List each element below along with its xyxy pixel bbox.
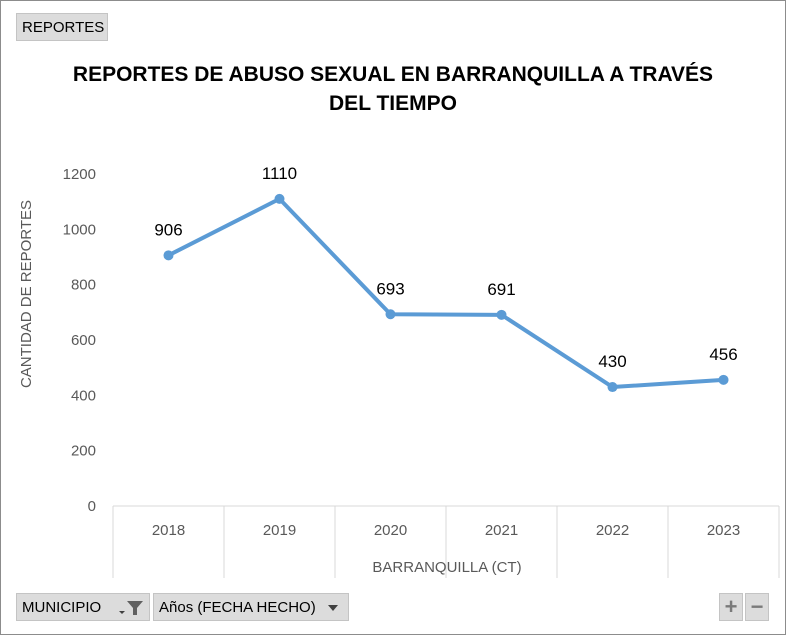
minus-icon: −: [750, 594, 764, 619]
data-point: [496, 309, 507, 320]
data-label: 691: [487, 280, 515, 299]
data-label: 1110: [262, 164, 297, 183]
reportes-field-label: REPORTES: [22, 18, 105, 36]
y-tick-label: 0: [88, 498, 96, 515]
chart-title-line-2: DEL TIEMPO: [329, 92, 457, 115]
expand-button[interactable]: +: [719, 593, 743, 621]
municipio-field-label: MUNICIPIO: [22, 598, 102, 616]
filter-icon: [119, 601, 143, 615]
series-line: [166, 196, 726, 390]
chart-title-line-1: REPORTES DE ABUSO SEXUAL EN BARRANQUILLA…: [72, 63, 714, 86]
data-label: 693: [376, 279, 404, 298]
x-tick-label: 2020: [374, 522, 407, 539]
anios-field-label: Años (FECHA HECHO): [159, 598, 316, 616]
y-tick-label: 400: [71, 387, 96, 404]
municipio-filter-button[interactable]: MUNICIPIO: [16, 593, 150, 621]
x-tick-label: 2023: [707, 522, 740, 539]
y-tick-label: 600: [71, 332, 96, 349]
collapse-button[interactable]: −: [745, 593, 769, 621]
data-point: [274, 193, 285, 204]
y-axis-title: CANTIDAD DE REPORTES: [18, 200, 35, 388]
data-point: [718, 374, 729, 385]
anios-field-button[interactable]: Años (FECHA HECHO): [153, 593, 349, 621]
y-tick-label: 200: [71, 443, 96, 460]
x-tick-label: 2021: [485, 522, 518, 539]
y-tick-label: 800: [71, 277, 96, 294]
y-tick-label: 1200: [63, 166, 96, 183]
data-point: [607, 382, 618, 393]
data-label: 456: [709, 345, 737, 364]
data-labels: 906 1110 693 691 430 456: [154, 164, 737, 371]
y-tick-label: 1000: [63, 221, 96, 238]
chart-title: REPORTES DE ABUSO SEXUAL EN BARRANQUILLA…: [60, 60, 726, 118]
x-axis: 2018 2019 2020 2021 2022 2023: [112, 505, 780, 578]
x-tick-label: 2022: [596, 522, 629, 539]
chevron-down-icon: [328, 605, 338, 611]
data-label: 906: [154, 220, 182, 239]
series-layer: [163, 193, 729, 393]
data-point: [163, 250, 174, 261]
x-tick-label: 2018: [152, 522, 185, 539]
x-tick-label: 2019: [263, 522, 296, 539]
data-point: [385, 309, 396, 320]
plus-icon: +: [724, 594, 738, 619]
x-axis-title: BARRANQUILLA (CT): [372, 559, 521, 576]
reportes-field-button[interactable]: REPORTES: [16, 13, 108, 41]
y-axis-ticks: 0 200 400 600 800 1000 1200: [63, 166, 96, 515]
data-label: 430: [598, 352, 626, 371]
